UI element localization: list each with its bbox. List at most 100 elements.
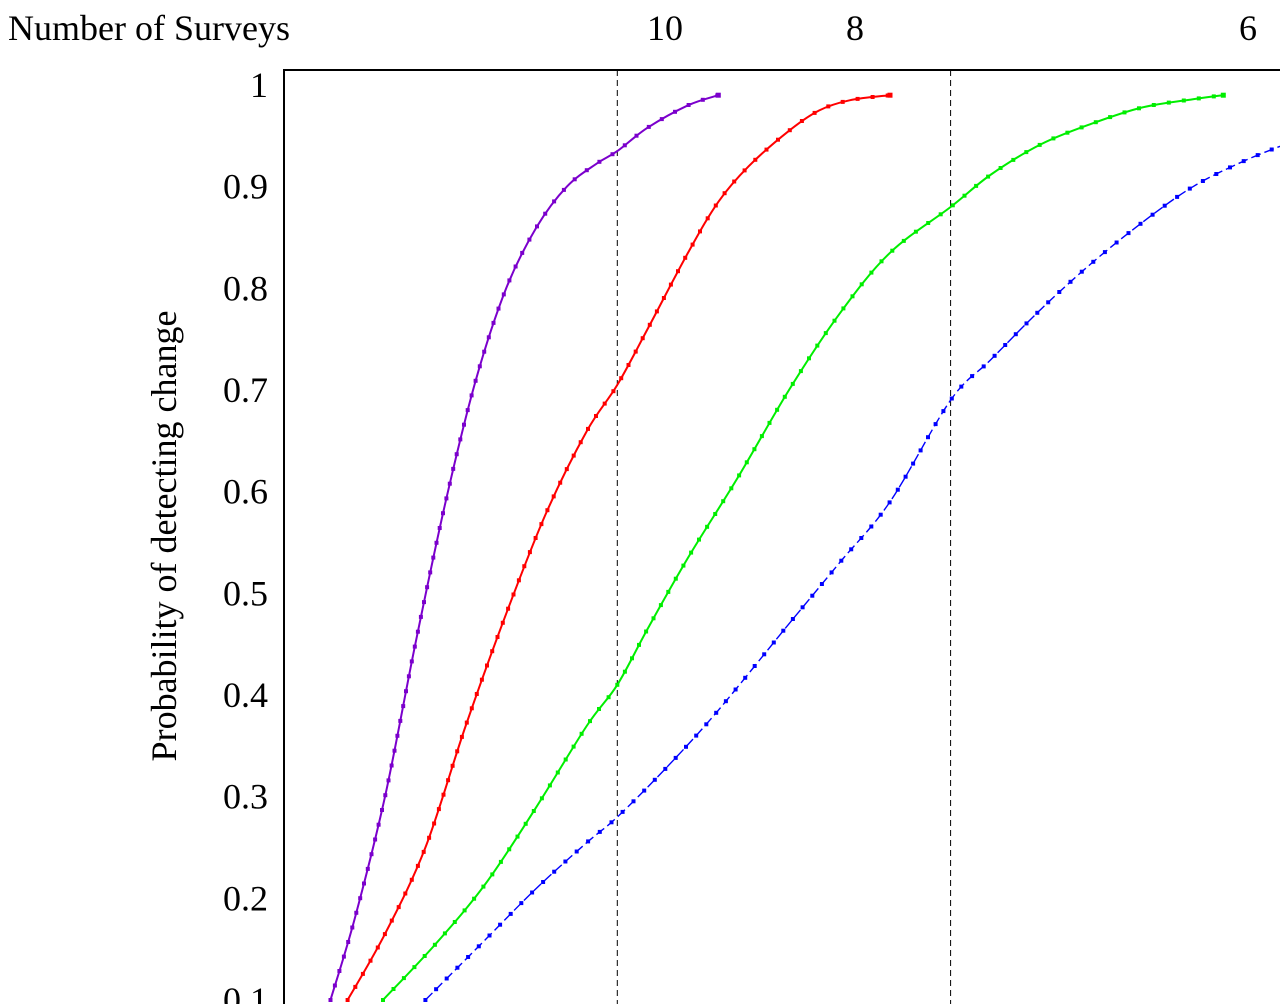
data-point bbox=[527, 237, 532, 242]
data-point bbox=[615, 682, 620, 687]
data-point bbox=[1255, 153, 1260, 158]
data-point bbox=[428, 570, 433, 575]
data-point bbox=[507, 847, 512, 852]
data-point bbox=[974, 183, 979, 188]
data-point bbox=[1011, 157, 1016, 162]
data-point bbox=[737, 473, 742, 478]
data-point bbox=[1220, 92, 1226, 98]
data-point bbox=[962, 193, 967, 198]
data-point bbox=[539, 522, 544, 527]
top-axis-label: Number of Surveys bbox=[8, 8, 290, 48]
data-point bbox=[654, 309, 659, 314]
data-point bbox=[879, 259, 884, 264]
data-point bbox=[1241, 159, 1246, 164]
data-point bbox=[523, 821, 528, 826]
data-point bbox=[839, 558, 844, 563]
data-point bbox=[498, 859, 503, 864]
data-point bbox=[1065, 130, 1070, 135]
data-point bbox=[715, 92, 721, 98]
data-point bbox=[465, 408, 470, 413]
y-tick-label: 1 bbox=[250, 65, 268, 105]
data-point bbox=[631, 799, 636, 804]
data-point bbox=[401, 704, 406, 709]
data-point bbox=[1137, 106, 1141, 111]
data-point bbox=[458, 437, 463, 442]
data-point bbox=[684, 744, 688, 749]
data-point bbox=[1079, 269, 1084, 274]
data-point bbox=[395, 733, 400, 738]
data-point bbox=[479, 677, 484, 682]
data-point bbox=[345, 998, 350, 1002]
data-point bbox=[442, 931, 447, 936]
data-point bbox=[859, 282, 864, 287]
data-point bbox=[389, 918, 394, 923]
data-point bbox=[422, 954, 427, 958]
data-point bbox=[1211, 94, 1216, 99]
data-point bbox=[646, 124, 651, 129]
data-point bbox=[926, 435, 930, 440]
data-point bbox=[515, 834, 520, 839]
data-point bbox=[551, 494, 556, 499]
data-point bbox=[495, 635, 500, 639]
data-point bbox=[365, 866, 370, 871]
data-point bbox=[1187, 186, 1192, 191]
data-point bbox=[432, 942, 437, 947]
data-point bbox=[530, 890, 535, 895]
data-point bbox=[713, 203, 718, 208]
data-point bbox=[487, 933, 492, 938]
data-point bbox=[767, 420, 772, 425]
data-point bbox=[1003, 343, 1008, 347]
data-point bbox=[572, 177, 577, 182]
data-point bbox=[441, 792, 446, 797]
data-point bbox=[545, 508, 550, 513]
data-point bbox=[415, 863, 420, 868]
data-point bbox=[409, 877, 414, 882]
data-point bbox=[1013, 332, 1018, 337]
data-point bbox=[1196, 96, 1201, 101]
data-point bbox=[561, 187, 566, 192]
data-point bbox=[658, 603, 663, 608]
data-point bbox=[840, 99, 845, 104]
data-point bbox=[713, 512, 718, 516]
data-point bbox=[533, 536, 538, 540]
data-point bbox=[634, 133, 639, 138]
data-point bbox=[1051, 136, 1056, 141]
data-point bbox=[790, 617, 795, 621]
data-point bbox=[752, 447, 757, 452]
data-point bbox=[369, 852, 374, 857]
data-point bbox=[527, 550, 532, 555]
data-point bbox=[743, 675, 748, 680]
data-point bbox=[1035, 310, 1040, 315]
data-point bbox=[787, 128, 792, 133]
data-point bbox=[450, 763, 455, 768]
y-axis-label: Probability of detecting change bbox=[144, 311, 184, 762]
data-point bbox=[812, 110, 817, 115]
data-point bbox=[588, 719, 592, 724]
data-point bbox=[609, 820, 614, 825]
data-point bbox=[744, 460, 749, 465]
data-point bbox=[506, 606, 511, 611]
data-point bbox=[481, 884, 486, 889]
data-point bbox=[729, 486, 734, 491]
data-point bbox=[633, 349, 638, 354]
data-point bbox=[516, 578, 521, 583]
data-point bbox=[1046, 300, 1051, 305]
data-point bbox=[571, 744, 576, 749]
y-tick-label: 0.1 bbox=[223, 980, 268, 1004]
data-point bbox=[328, 998, 333, 1002]
data-point bbox=[466, 955, 471, 959]
data-point bbox=[762, 652, 767, 657]
data-point bbox=[850, 294, 855, 299]
data-point bbox=[622, 143, 627, 148]
top-tick-label: 10 bbox=[647, 8, 683, 48]
data-point bbox=[412, 965, 417, 970]
data-point bbox=[531, 809, 536, 813]
data-point bbox=[1175, 194, 1180, 199]
data-point bbox=[764, 147, 769, 152]
data-point bbox=[404, 689, 408, 694]
data-point bbox=[381, 998, 385, 1002]
series-group bbox=[328, 92, 1280, 1002]
data-point bbox=[541, 880, 546, 884]
data-point bbox=[849, 547, 854, 552]
data-point bbox=[622, 669, 627, 674]
